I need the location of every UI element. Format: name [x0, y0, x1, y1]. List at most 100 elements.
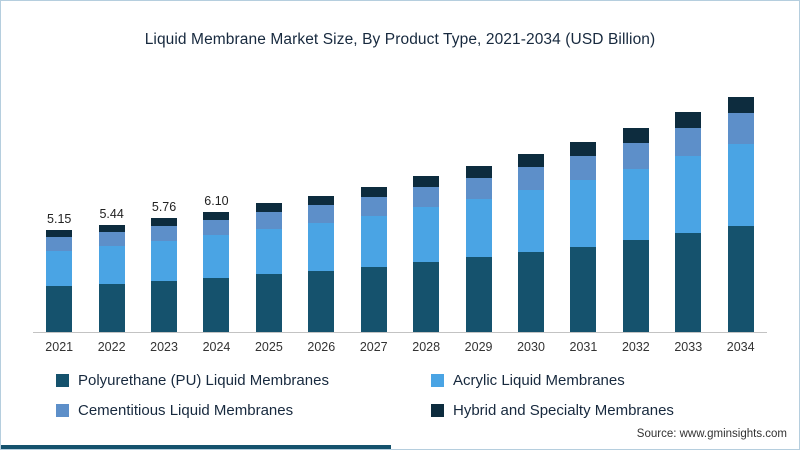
bar-value-label: 5.44 [99, 206, 124, 221]
bar-segment [518, 189, 544, 252]
bar-stack [46, 230, 73, 332]
x-tick-label: 2027 [359, 340, 388, 354]
legend-label-polyurethane: Polyurethane (PU) Liquid Membranes [78, 372, 329, 389]
bar-segment [622, 142, 649, 170]
bar-column [505, 87, 557, 332]
bar-segment [675, 233, 702, 332]
legend-item-cementitious: Cementitious Liquid Membranes [56, 402, 431, 419]
plot-area: 5.15 5.44 5.76 6.10 [33, 87, 767, 332]
bar-segment [255, 229, 282, 275]
bar-value-label: 5.76 [151, 200, 177, 215]
bar-segment [413, 207, 440, 262]
bar-stack [203, 211, 230, 332]
bar-segment [308, 222, 335, 271]
bar-segment [465, 177, 492, 200]
bar-segment [570, 246, 597, 332]
legend-label-hybrid: Hybrid and Specialty Membranes [453, 402, 674, 419]
bar-segment [98, 283, 125, 332]
bar-column [452, 87, 504, 332]
bar-column [295, 87, 347, 332]
bar-segment [675, 112, 702, 128]
bar-segment [570, 155, 597, 181]
x-tick-label: 2034 [726, 340, 755, 354]
bar-segment [465, 166, 492, 178]
bar-stack [151, 218, 178, 332]
x-tick-label: 2026 [307, 340, 336, 354]
bar-segment [413, 175, 440, 187]
bar-segment [727, 96, 754, 114]
bar-column [610, 87, 662, 332]
bar-segment [465, 257, 492, 332]
bar-segment [465, 199, 492, 258]
bar-column [348, 87, 400, 332]
bar-value-label: 6.10 [204, 193, 229, 208]
bar-stack [98, 224, 125, 332]
bar-segment [203, 219, 230, 236]
bar-segment [518, 154, 544, 167]
bar-stack [518, 154, 544, 332]
bar-segment [360, 186, 387, 197]
bar-segment [622, 169, 649, 241]
bar-segment [570, 142, 597, 156]
bar-segment [675, 127, 702, 157]
bar-segment [151, 218, 178, 227]
bar-column: 5.76 [138, 87, 190, 332]
bar-segment [622, 240, 649, 332]
legend-item-acrylic: Acrylic Liquid Membranes [431, 372, 799, 389]
bar-segment [727, 113, 754, 144]
bar-segment [255, 274, 282, 332]
legend-swatch-hybrid-icon [431, 404, 444, 417]
bar-stack [622, 128, 649, 332]
bar-segment [46, 286, 73, 332]
bar-stack [675, 112, 702, 332]
legend-swatch-polyurethane-icon [56, 374, 69, 387]
bar-segment [98, 232, 125, 247]
chart-title: Liquid Membrane Market Size, By Product … [144, 31, 656, 48]
bar-segment [308, 270, 335, 332]
bar-segment [46, 250, 73, 287]
bar-column: 6.10 [190, 87, 242, 332]
x-tick-label: 2021 [45, 340, 74, 354]
bar-stack [360, 186, 387, 332]
x-tick-label: 2028 [412, 340, 441, 354]
x-tick-label: 2033 [674, 340, 703, 354]
bar-column: 5.44 [85, 87, 137, 332]
bar-segment [98, 224, 125, 233]
x-tick-label: 2029 [464, 340, 493, 354]
bar-segment [98, 246, 125, 284]
x-tick-label: 2025 [254, 340, 283, 354]
bar-segment [360, 196, 387, 216]
bar-segment [518, 166, 544, 190]
bar-segment [413, 186, 440, 208]
bar-segment [255, 212, 282, 230]
bar-stack [255, 203, 282, 332]
bar-segment [46, 230, 73, 238]
bar-stack [570, 142, 597, 332]
bar-segment [255, 203, 282, 213]
bar-stack [727, 96, 754, 332]
x-tick-label: 2030 [517, 340, 545, 354]
bar-stack [308, 195, 335, 332]
bar-segment [308, 195, 335, 206]
bar-segment [308, 205, 335, 223]
bar-segment [727, 143, 754, 227]
bar-column [714, 87, 766, 332]
bar-column: 5.15 [33, 87, 85, 332]
legend-swatch-cementitious-icon [56, 404, 69, 417]
source-text: Source: www.gminsights.com [636, 428, 787, 440]
bottom-accent-bar [1, 445, 391, 449]
legend-label-acrylic: Acrylic Liquid Membranes [453, 372, 625, 389]
bar-segment [727, 226, 754, 332]
bar-column [557, 87, 609, 332]
x-axis: 2021 2022 2023 2024 2025 2026 2027 2028 2029 2030… [33, 332, 767, 354]
plot-wrap: 5.15 5.44 5.76 6.10 2021 2022 2023 2024 2025 202… [33, 87, 767, 354]
bar-segment [413, 261, 440, 332]
bar-column [662, 87, 714, 332]
bar-column [400, 87, 452, 332]
legend-item-hybrid: Hybrid and Specialty Membranes [431, 402, 799, 419]
x-tick-label: 2032 [621, 340, 650, 354]
bar-segment [518, 252, 544, 332]
bar-segment [570, 180, 597, 247]
bar-segment [46, 237, 73, 251]
